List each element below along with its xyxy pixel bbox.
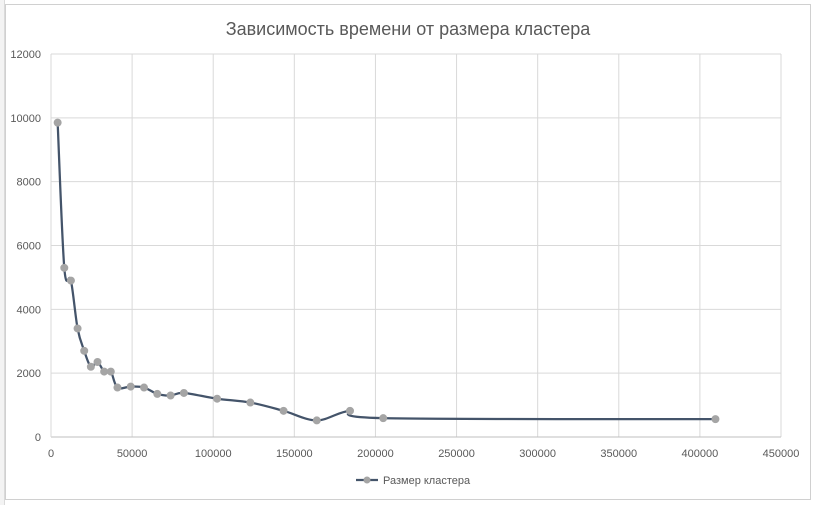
right-edge-strip	[814, 0, 822, 505]
data-point[interactable]	[66, 276, 75, 285]
x-tick-label: 50000	[117, 448, 148, 460]
y-tick-label: 8000	[17, 177, 41, 189]
data-point[interactable]	[379, 414, 388, 423]
chart-container[interactable]: Зависимость времени от размера кластера …	[5, 4, 811, 500]
x-tick-label: 400000	[682, 448, 719, 460]
legend-label: Размер кластера	[383, 475, 471, 487]
x-tick-label: 100000	[195, 448, 232, 460]
y-tick-label: 12000	[10, 49, 41, 61]
data-point[interactable]	[126, 382, 135, 391]
data-point[interactable]	[140, 383, 149, 392]
row-header-strip	[0, 0, 5, 505]
data-point[interactable]	[80, 346, 89, 355]
x-tick-label: 250000	[438, 448, 475, 460]
line-chart: Зависимость времени от размера кластера …	[10, 19, 799, 487]
gridlines	[51, 53, 782, 437]
data-point[interactable]	[53, 118, 62, 127]
y-tick-label: 0	[35, 432, 41, 444]
data-point[interactable]	[113, 383, 122, 392]
x-tick-label: 200000	[357, 448, 394, 460]
data-point[interactable]	[246, 398, 255, 407]
data-point[interactable]	[166, 391, 175, 400]
x-axis-tick-labels: 0 50000 100000 150000 200000 250000 300000 3500…	[48, 448, 799, 460]
x-tick-label: 350000	[600, 448, 637, 460]
data-point[interactable]	[106, 367, 115, 376]
legend[interactable]: Размер кластера	[356, 475, 471, 487]
data-point[interactable]	[711, 415, 720, 424]
data-point[interactable]	[346, 406, 355, 415]
data-point[interactable]	[213, 394, 222, 403]
y-axis-tick-labels: 0 2000 4000 6000 8000 10000 12000	[10, 49, 41, 444]
data-point[interactable]	[93, 357, 102, 366]
data-point[interactable]	[153, 389, 162, 398]
data-point[interactable]	[179, 388, 188, 397]
x-tick-label: 150000	[276, 448, 313, 460]
data-point[interactable]	[279, 406, 288, 415]
series-line	[56, 122, 716, 422]
data-point[interactable]	[100, 367, 109, 376]
x-tick-label: 450000	[763, 448, 800, 460]
data-point[interactable]	[73, 324, 82, 333]
y-tick-label: 10000	[10, 113, 41, 125]
axes	[50, 54, 781, 438]
data-point[interactable]	[86, 362, 95, 371]
y-tick-label: 4000	[17, 304, 41, 316]
legend-marker-swatch	[363, 476, 371, 484]
chart-title: Зависимость времени от размера кластера	[226, 19, 592, 39]
x-tick-label: 0	[48, 448, 54, 460]
x-tick-label: 300000	[519, 448, 556, 460]
y-tick-label: 2000	[17, 368, 41, 380]
data-point[interactable]	[60, 263, 69, 272]
y-tick-label: 6000	[17, 241, 41, 253]
data-point[interactable]	[312, 416, 321, 425]
series-layer	[53, 118, 720, 425]
